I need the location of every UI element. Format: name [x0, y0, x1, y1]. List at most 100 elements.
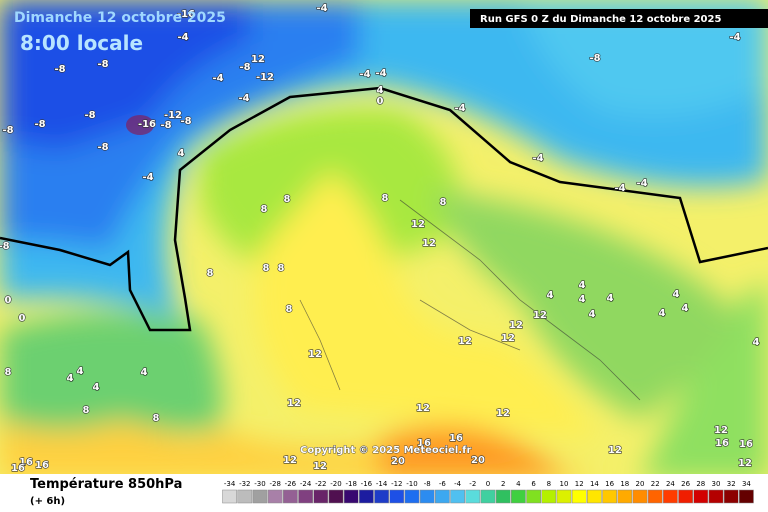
colorbar-tick-label: -10: [406, 480, 417, 488]
colorbar-swatch: [283, 489, 298, 504]
colorbar-swatch: [678, 489, 693, 504]
contour-label: -4: [375, 68, 386, 79]
colorbar-swatch: [526, 489, 541, 504]
colorbar-tick-label: -34: [224, 480, 236, 488]
contour-label: 12: [496, 408, 510, 419]
colorbar-swatch: [571, 489, 587, 504]
colorbar-tick-label: -12: [391, 480, 402, 488]
colorbar-swatch: [222, 489, 237, 504]
contour-label: 12: [416, 403, 430, 414]
contour-label: 4: [682, 303, 689, 314]
colorbar-tick-label: -14: [376, 480, 388, 488]
contour-label: 16: [11, 463, 25, 474]
contour-label: 8: [286, 304, 293, 315]
contour-label: 4: [607, 293, 614, 304]
colorbar-swatch: [267, 489, 283, 504]
contour-label: 12: [283, 455, 297, 466]
copyright: Copyright © 2025 Meteociel.fr: [300, 445, 471, 456]
colorbar-swatch: [541, 489, 557, 504]
colorbar-tick-label: 34: [742, 480, 751, 488]
colorbar-tick-label: -22: [315, 480, 326, 488]
time: 8:00 locale: [20, 31, 143, 55]
contour-label: 12: [608, 445, 622, 456]
colorbar-tick-label: -4: [454, 480, 462, 488]
colorbar-swatch: [617, 489, 633, 504]
contour-label: 4: [93, 382, 100, 393]
colorbar-swatch: [252, 489, 268, 504]
contour-label: 0: [377, 96, 384, 107]
contour-label: 8: [440, 197, 447, 208]
colorbar-swatch: [739, 489, 754, 504]
colorbar-swatch: [465, 489, 481, 504]
contour-label: 8: [261, 204, 268, 215]
colorbar-tick-label: -16: [361, 480, 373, 488]
colorbar-swatch: [404, 489, 420, 504]
colorbar-tick-label: 14: [590, 480, 599, 488]
colorbar-tick-label: 16: [605, 480, 614, 488]
contour-label: -8: [34, 119, 45, 130]
colorbar-swatch: [237, 489, 253, 504]
run: Run GFS 0 Z du Dimanche 12 octobre 2025: [480, 14, 721, 25]
contour-label: 12: [422, 238, 436, 249]
contour-label: 4: [579, 280, 586, 291]
contour-label: -8: [97, 142, 108, 153]
contour-label: 4: [178, 148, 185, 159]
contour-label: 12: [287, 398, 301, 409]
colorbar-tick-label: -6: [439, 480, 447, 488]
contour-label: 4: [753, 337, 760, 348]
contour-label: 4: [77, 366, 84, 377]
colorbar-tick-label: -30: [254, 480, 265, 488]
contour-label: -8: [84, 110, 95, 121]
contour-label: 12: [714, 425, 728, 436]
contour-label: -4: [212, 73, 223, 84]
colorbar-tick-label: 22: [651, 480, 660, 488]
contour-label: 20: [391, 456, 405, 467]
colorbar-tick-label: 28: [696, 480, 705, 488]
colorbar-tick-label: 12: [575, 480, 584, 488]
colorbar-tick-label: 26: [681, 480, 690, 488]
contour-label: -4: [359, 69, 370, 80]
run-box: [470, 9, 768, 28]
contour-label: 8: [382, 193, 389, 204]
contour-label: 16: [417, 438, 431, 449]
contour-label: -8: [97, 59, 108, 70]
contour-label: 4: [141, 367, 148, 378]
contour-label: -8: [239, 62, 250, 73]
colorbar-tick-label: 2: [501, 480, 505, 488]
contour-label: 16: [449, 433, 463, 444]
colorbar-tick-label: 32: [727, 480, 736, 488]
colorbar-tick-label: -24: [300, 480, 312, 488]
contour-label: 0: [19, 313, 26, 324]
contour-label: 4: [547, 290, 554, 301]
contour-label: 12: [411, 219, 425, 230]
contour-label: -8: [2, 125, 13, 136]
contour-label: 16: [715, 438, 729, 449]
contour-label: -12: [256, 72, 274, 83]
colorbar-swatch: [708, 489, 724, 504]
colorbar: -34 -32 -30 -28 -26 -24 -22 -20 -18 -16 -14 -12 -10-…: [222, 480, 754, 504]
footer-step: (+ 6h): [30, 496, 65, 507]
contour-label: 16: [739, 439, 753, 450]
contour-label: -8: [589, 53, 600, 64]
contour-label: -4: [316, 3, 327, 14]
contour-label: 12: [251, 54, 265, 65]
contour-label: -4: [729, 32, 740, 43]
contour-label: -4: [142, 172, 153, 183]
contour-label: -4: [177, 32, 188, 43]
contour-label: -16: [138, 119, 156, 130]
colorbar-tick-label: 8: [547, 480, 551, 488]
contour-label: 16: [19, 457, 33, 468]
contour-label: 12: [738, 458, 752, 469]
colorbar-tick-label: -20: [330, 480, 341, 488]
contour-label: 8: [5, 367, 12, 378]
colorbar-swatch: [435, 489, 450, 504]
colorbar-swatch: [480, 489, 496, 504]
contour-label: 8: [263, 263, 270, 274]
contour-label: 12: [501, 333, 515, 344]
colorbar-swatch: [693, 489, 709, 504]
contour-label: -8: [160, 120, 171, 131]
contour-label: 16: [35, 460, 49, 471]
contour-label: 12: [313, 461, 327, 472]
colorbar-tick-label: -28: [269, 480, 280, 488]
